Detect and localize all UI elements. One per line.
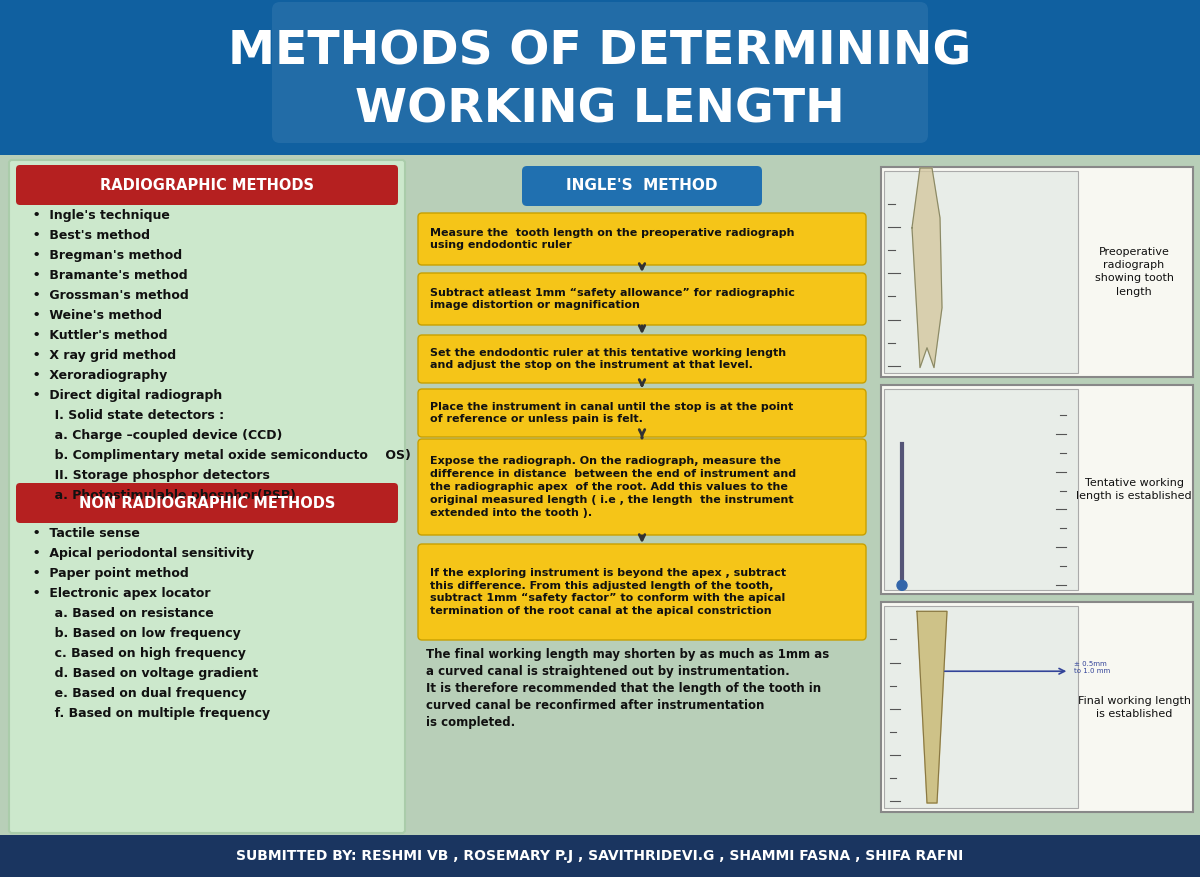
Text: •  Paper point method: • Paper point method	[24, 567, 188, 580]
Text: NON RADIOGRAPHIC METHODS: NON RADIOGRAPHIC METHODS	[79, 496, 335, 510]
FancyBboxPatch shape	[16, 165, 398, 205]
FancyBboxPatch shape	[881, 385, 1193, 595]
Text: Final working length
is established: Final working length is established	[1078, 695, 1190, 719]
Text: SUBMITTED BY: RESHMI VB , ROSEMARY P.J , SAVITHRIDEVI.G , SHAMMI FASNA , SHIFA R: SUBMITTED BY: RESHMI VB , ROSEMARY P.J ,…	[236, 849, 964, 863]
Text: b. Based on low frequency: b. Based on low frequency	[24, 627, 241, 640]
FancyBboxPatch shape	[418, 213, 866, 265]
Text: RADIOGRAPHIC METHODS: RADIOGRAPHIC METHODS	[100, 177, 314, 192]
Text: Place the instrument in canal until the stop is at the point
of reference or unl: Place the instrument in canal until the …	[430, 402, 793, 424]
FancyBboxPatch shape	[16, 483, 398, 523]
Text: I. Solid state detectors :: I. Solid state detectors :	[24, 409, 224, 422]
Text: Subtract atleast 1mm “safety allowance” for radiographic
image distortion or mag: Subtract atleast 1mm “safety allowance” …	[430, 288, 794, 310]
Text: Tentative working
length is established: Tentative working length is established	[1076, 478, 1192, 501]
FancyBboxPatch shape	[272, 2, 928, 143]
Text: •  Xeroradiography: • Xeroradiography	[24, 369, 167, 382]
Text: a. Based on resistance: a. Based on resistance	[24, 607, 214, 620]
Text: •  Tactile sense: • Tactile sense	[24, 527, 140, 540]
FancyBboxPatch shape	[418, 273, 866, 325]
FancyBboxPatch shape	[418, 544, 866, 640]
FancyBboxPatch shape	[884, 171, 1079, 373]
FancyBboxPatch shape	[522, 166, 762, 206]
Text: II. Storage phosphor detectors: II. Storage phosphor detectors	[24, 469, 270, 482]
Text: •  Grossman's method: • Grossman's method	[24, 289, 188, 302]
FancyBboxPatch shape	[0, 835, 1200, 877]
FancyBboxPatch shape	[418, 389, 866, 437]
Text: ± 0.5mm
to 1.0 mm: ± 0.5mm to 1.0 mm	[1074, 660, 1110, 674]
Text: •  Ingle's technique: • Ingle's technique	[24, 209, 170, 222]
FancyBboxPatch shape	[884, 606, 1079, 808]
Polygon shape	[917, 611, 947, 803]
Text: e. Based on dual frequency: e. Based on dual frequency	[24, 687, 247, 700]
Text: •  Best's method: • Best's method	[24, 229, 150, 242]
Text: a. Charge –coupled device (CCD): a. Charge –coupled device (CCD)	[24, 429, 282, 442]
Text: •  Weine's method: • Weine's method	[24, 309, 162, 322]
FancyBboxPatch shape	[881, 167, 1193, 376]
Text: WORKING LENGTH: WORKING LENGTH	[355, 88, 845, 132]
FancyBboxPatch shape	[418, 439, 866, 535]
Text: Preoperative
radiograph
showing tooth
length: Preoperative radiograph showing tooth le…	[1094, 247, 1174, 296]
Text: The final working length may shorten by as much as 1mm as
a curved canal is stra: The final working length may shorten by …	[426, 648, 829, 729]
Text: If the exploring instrument is beyond the apex , subtract
this difference. From : If the exploring instrument is beyond th…	[430, 567, 786, 617]
Text: INGLE'S  METHOD: INGLE'S METHOD	[566, 179, 718, 194]
Text: d. Based on voltage gradient: d. Based on voltage gradient	[24, 667, 258, 680]
Text: f. Based on multiple frequency: f. Based on multiple frequency	[24, 707, 270, 720]
Text: Set the endodontic ruler at this tentative working length
and adjust the stop on: Set the endodontic ruler at this tentati…	[430, 347, 786, 370]
Text: •  Bramante's method: • Bramante's method	[24, 269, 187, 282]
Text: •  Direct digital radiograph: • Direct digital radiograph	[24, 389, 222, 402]
Text: •  Electronic apex locator: • Electronic apex locator	[24, 587, 210, 600]
Text: •  Bregman's method: • Bregman's method	[24, 249, 182, 262]
FancyBboxPatch shape	[418, 335, 866, 383]
Text: METHODS OF DETERMINING: METHODS OF DETERMINING	[228, 30, 972, 75]
Text: a. Photostimulable phosphor(PSP): a. Photostimulable phosphor(PSP)	[24, 489, 296, 502]
FancyBboxPatch shape	[0, 0, 1200, 155]
Text: •  Kuttler's method: • Kuttler's method	[24, 329, 168, 342]
Text: c. Based on high frequency: c. Based on high frequency	[24, 647, 246, 660]
FancyBboxPatch shape	[10, 160, 406, 833]
Text: b. Complimentary metal oxide semiconducto    OS): b. Complimentary metal oxide semiconduct…	[24, 449, 410, 462]
Text: Measure the  tooth length on the preoperative radiograph
using endodontic ruler: Measure the tooth length on the preopera…	[430, 228, 794, 251]
FancyBboxPatch shape	[881, 602, 1193, 812]
Polygon shape	[912, 168, 942, 367]
FancyBboxPatch shape	[884, 389, 1079, 590]
Text: •  Apical periodontal sensitivity: • Apical periodontal sensitivity	[24, 547, 254, 560]
Text: Expose the radiograph. On the radiograph, measure the
difference in distance  be: Expose the radiograph. On the radiograph…	[430, 456, 796, 517]
Text: •  X ray grid method: • X ray grid method	[24, 349, 176, 362]
Circle shape	[898, 581, 907, 590]
